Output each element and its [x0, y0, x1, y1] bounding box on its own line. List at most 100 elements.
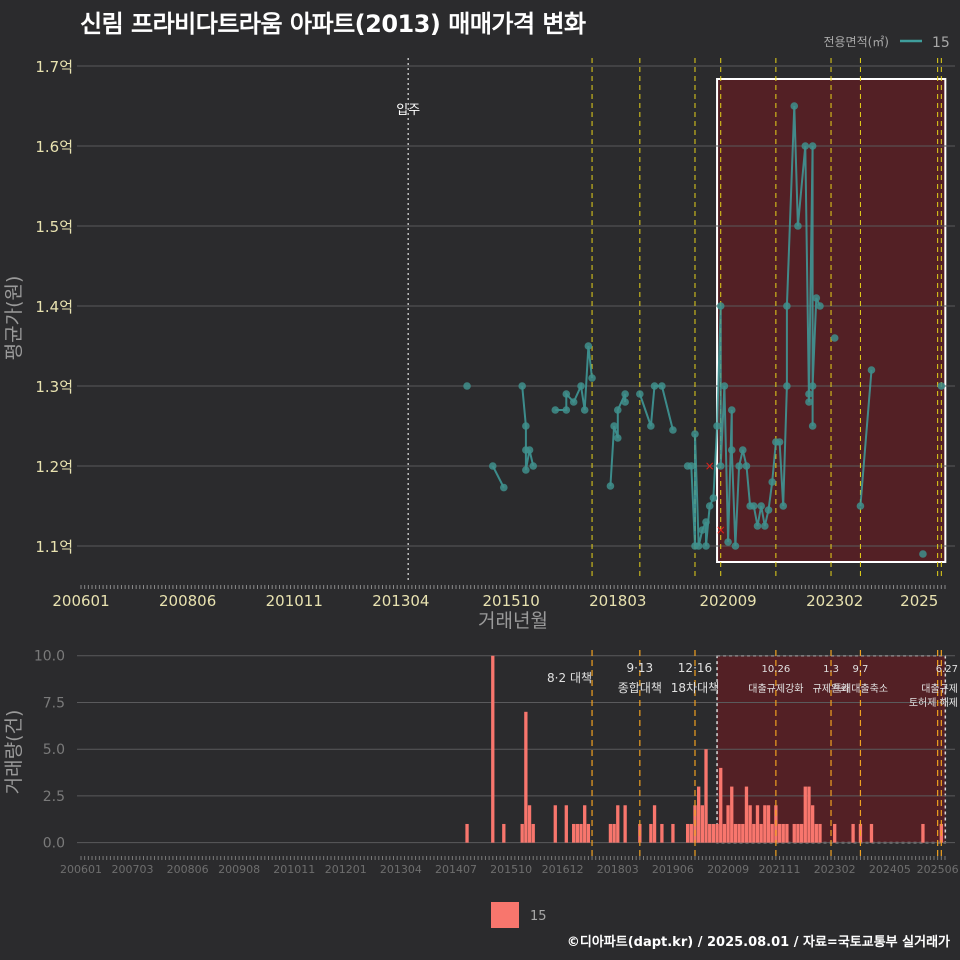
volume-bar	[660, 823, 664, 843]
y-tick-label-top: 1.1억	[35, 538, 73, 556]
event-label: 9.7	[852, 664, 868, 675]
price-point	[577, 382, 585, 390]
price-point	[867, 366, 876, 374]
price-point	[724, 538, 732, 546]
volume-bar	[715, 823, 719, 843]
price-point	[488, 462, 497, 470]
volume-bar	[623, 805, 627, 843]
price-point	[702, 518, 710, 526]
y-tick-label-bottom: 2.5	[43, 789, 65, 805]
price-point	[522, 466, 530, 474]
volume-bar	[814, 823, 818, 843]
price-point	[742, 462, 751, 470]
event-label: 1.3	[823, 664, 839, 675]
event-label: 8·2 대책	[547, 670, 592, 685]
x-tick-label-top: 200601	[52, 592, 109, 610]
price-point	[636, 390, 644, 398]
price-point	[768, 478, 776, 486]
event-label: 10.26	[762, 664, 791, 675]
volume-bar	[524, 711, 528, 843]
x-tick-label-bottom: 201407	[435, 863, 477, 876]
price-point	[720, 382, 729, 390]
x-tick-label-bottom: 202111	[759, 863, 801, 876]
event-label: 종합대책	[618, 680, 662, 695]
x-minor-ticks-bottom	[80, 856, 946, 860]
x-tick-label-bottom: 201304	[380, 863, 422, 876]
volume-bar	[616, 805, 620, 843]
x-tick-label-bottom: 202302	[814, 863, 856, 876]
price-point	[463, 382, 471, 390]
price-point	[794, 222, 802, 230]
price-point	[757, 502, 765, 510]
volume-bar	[685, 823, 690, 843]
volume-bar	[869, 823, 874, 843]
volume-bar	[491, 655, 495, 843]
price-point	[606, 482, 615, 490]
price-point	[783, 382, 791, 390]
volume-bar	[671, 823, 675, 843]
price-point	[694, 542, 703, 550]
price-point	[650, 382, 659, 390]
price-point	[716, 302, 725, 310]
price-point	[738, 446, 747, 454]
event-label: 6.27	[936, 664, 958, 675]
x-minor-ticks-top	[80, 585, 946, 589]
event-label: 규제완화	[813, 683, 850, 695]
volume-bar	[799, 823, 804, 843]
chart-title: 신림 프라비다트라움 아파트(2013) 매매가격 변화	[80, 10, 586, 38]
price-point	[727, 446, 736, 454]
price-point	[735, 462, 743, 470]
price-point	[569, 398, 578, 406]
volume-bar	[785, 823, 789, 843]
volume-bar	[741, 823, 745, 843]
y-tick-label-top: 1.4억	[35, 298, 73, 316]
volume-bar	[520, 823, 524, 843]
x-tick-label-bottom: 201201	[325, 863, 367, 876]
x-tick-label-top: 201803	[589, 592, 646, 610]
event-label: 12·16	[678, 661, 712, 675]
volume-bar	[465, 823, 469, 843]
volume-bar	[851, 823, 855, 843]
volume-bar	[803, 786, 807, 843]
volume-bar	[833, 823, 837, 843]
volume-bar	[726, 805, 730, 843]
price-point	[779, 502, 788, 510]
x-tick-label-top: 2025	[900, 592, 938, 610]
volume-bar	[572, 823, 576, 843]
price-point	[613, 406, 622, 414]
x-axis-title-top: 거래년월	[478, 610, 548, 632]
price-point	[562, 390, 571, 398]
price-point	[580, 406, 589, 414]
price-point	[562, 406, 571, 414]
y-tick-label-top: 1.7억	[35, 58, 73, 76]
volume-bar	[711, 823, 716, 843]
volume-bar	[652, 805, 657, 843]
x-tick-label-bottom: 201510	[490, 863, 532, 876]
volume-bar	[564, 805, 568, 843]
volume-bar	[755, 805, 760, 843]
price-point	[647, 422, 655, 430]
price-point	[856, 502, 865, 510]
price-point	[937, 382, 946, 390]
volume-bar	[744, 786, 749, 843]
y-tick-label-bottom: 0.0	[43, 836, 65, 852]
volume-bar	[759, 823, 763, 843]
price-point	[613, 434, 622, 442]
price-point	[805, 390, 813, 398]
legend-label-bottom: 15	[530, 909, 547, 924]
volume-bar	[781, 823, 785, 843]
volume-bar	[575, 823, 579, 843]
price-point	[790, 102, 799, 110]
volume-bar	[818, 823, 822, 843]
legend-label-top: 15	[932, 35, 950, 51]
price-line-segment	[859, 369, 873, 507]
price-point	[812, 294, 821, 302]
x-tick-label-top: 200806	[159, 592, 216, 610]
price-point	[525, 446, 534, 454]
event-label: 대출규제강화	[748, 683, 803, 695]
price-line-segment	[491, 465, 505, 489]
move-in-label: 입주	[396, 103, 420, 118]
price-point	[753, 522, 762, 530]
price-point	[522, 422, 530, 430]
volume-bar	[766, 805, 771, 843]
